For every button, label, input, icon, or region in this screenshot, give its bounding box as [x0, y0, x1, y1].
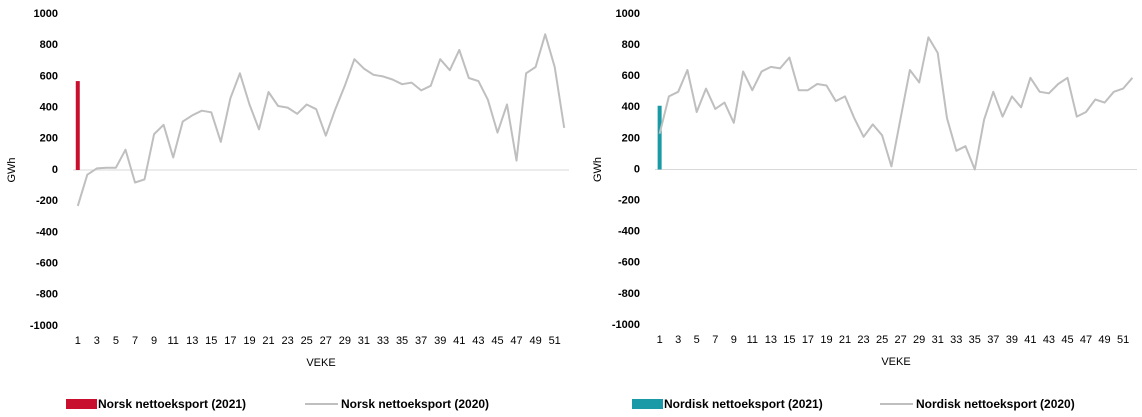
x-tick-label: 9 [151, 335, 157, 347]
x-tick-label: 51 [549, 335, 561, 347]
y-tick-label: 600 [40, 70, 58, 82]
legend-label: Norsk nettoeksport (2021) [98, 397, 246, 411]
x-tick-label: 49 [529, 335, 541, 347]
x-tick-label: 43 [472, 335, 484, 347]
y-tick-label: -1000 [30, 320, 58, 332]
y-tick-label: -1000 [612, 319, 640, 331]
bar [657, 105, 662, 170]
x-tick-label: 27 [320, 335, 332, 347]
y-tick-label: -200 [618, 195, 640, 207]
x-tick-label: 41 [453, 335, 465, 347]
x-tick-label: 43 [1043, 334, 1055, 346]
x-tick-label: 13 [186, 335, 198, 347]
x-axis-title: VEKE [881, 356, 910, 368]
legend-label: Nordisk nettoeksport (2021) [664, 397, 823, 411]
x-tick-label: 39 [434, 335, 446, 347]
x-tick-label: 29 [339, 335, 351, 347]
x-tick-label: 51 [1117, 334, 1129, 346]
y-tick-label: 600 [622, 70, 640, 82]
y-tick-label: 0 [634, 163, 640, 175]
x-tick-label: 35 [396, 335, 408, 347]
x-tick-label: 31 [358, 335, 370, 347]
y-tick-label: 0 [52, 164, 58, 176]
x-tick-label: 49 [1098, 334, 1110, 346]
x-tick-label: 23 [281, 335, 293, 347]
x-tick-label: 19 [243, 335, 255, 347]
x-tick-label: 13 [765, 334, 777, 346]
legend-swatch [632, 399, 663, 409]
y-tick-label: -400 [618, 226, 640, 238]
x-tick-label: 3 [675, 334, 681, 346]
x-tick-label: 15 [783, 334, 795, 346]
y-tick-label: 400 [40, 102, 58, 114]
legend-swatch [66, 399, 97, 409]
y-tick-label: -200 [36, 195, 58, 207]
x-tick-label: 11 [167, 335, 178, 347]
x-tick-label: 21 [262, 335, 274, 347]
x-tick-label: 1 [657, 334, 663, 346]
legend-label: Norsk nettoeksport (2020) [341, 397, 489, 411]
x-tick-label: 11 [747, 334, 758, 346]
x-tick-label: 35 [969, 334, 981, 346]
x-tick-label: 25 [876, 334, 888, 346]
x-tick-label: 37 [987, 334, 999, 346]
x-tick-label: 45 [491, 335, 503, 347]
legend-label: Nordisk nettoeksport (2020) [916, 397, 1075, 411]
x-tick-label: 31 [932, 334, 944, 346]
y-tick-label: 200 [40, 133, 58, 145]
x-tick-label: 29 [913, 334, 925, 346]
x-tick-label: 25 [301, 335, 313, 347]
y-tick-label: 200 [622, 132, 640, 144]
x-tick-label: 1 [75, 335, 81, 347]
y-tick-label: 1000 [616, 8, 640, 20]
x-tick-label: 5 [694, 334, 700, 346]
x-tick-label: 45 [1061, 334, 1073, 346]
x-tick-label: 47 [1080, 334, 1092, 346]
y-tick-label: 800 [40, 39, 58, 51]
x-tick-label: 9 [731, 334, 737, 346]
y-axis-title: GWh [592, 157, 604, 182]
x-tick-label: 27 [895, 334, 907, 346]
x-tick-label: 37 [415, 335, 427, 347]
x-tick-label: 33 [950, 334, 962, 346]
y-tick-label: 400 [622, 101, 640, 113]
x-tick-label: 7 [712, 334, 718, 346]
x-tick-label: 19 [820, 334, 832, 346]
x-tick-label: 33 [377, 335, 389, 347]
x-tick-label: 21 [839, 334, 851, 346]
y-tick-label: 1000 [34, 8, 58, 20]
x-tick-label: 7 [132, 335, 138, 347]
x-tick-label: 47 [510, 335, 522, 347]
y-tick-label: -600 [618, 257, 640, 269]
x-tick-label: 41 [1024, 334, 1036, 346]
y-tick-label: -600 [36, 258, 58, 270]
x-axis-title: VEKE [306, 357, 335, 369]
x-tick-label: 39 [1006, 334, 1018, 346]
line [658, 36, 1134, 171]
x-tick-label: 3 [94, 335, 100, 347]
x-tick-label: 5 [113, 335, 119, 347]
x-tick-label: 15 [205, 335, 217, 347]
line [76, 33, 566, 207]
x-tick-label: 17 [802, 334, 814, 346]
x-tick-label: 23 [857, 334, 869, 346]
y-tick-label: -800 [36, 289, 58, 301]
y-tick-label: -800 [618, 288, 640, 300]
y-tick-label: -400 [36, 226, 58, 238]
bar [75, 81, 80, 170]
y-axis-title: GWh [6, 157, 18, 182]
y-tick-label: 800 [622, 39, 640, 51]
x-tick-label: 17 [224, 335, 236, 347]
